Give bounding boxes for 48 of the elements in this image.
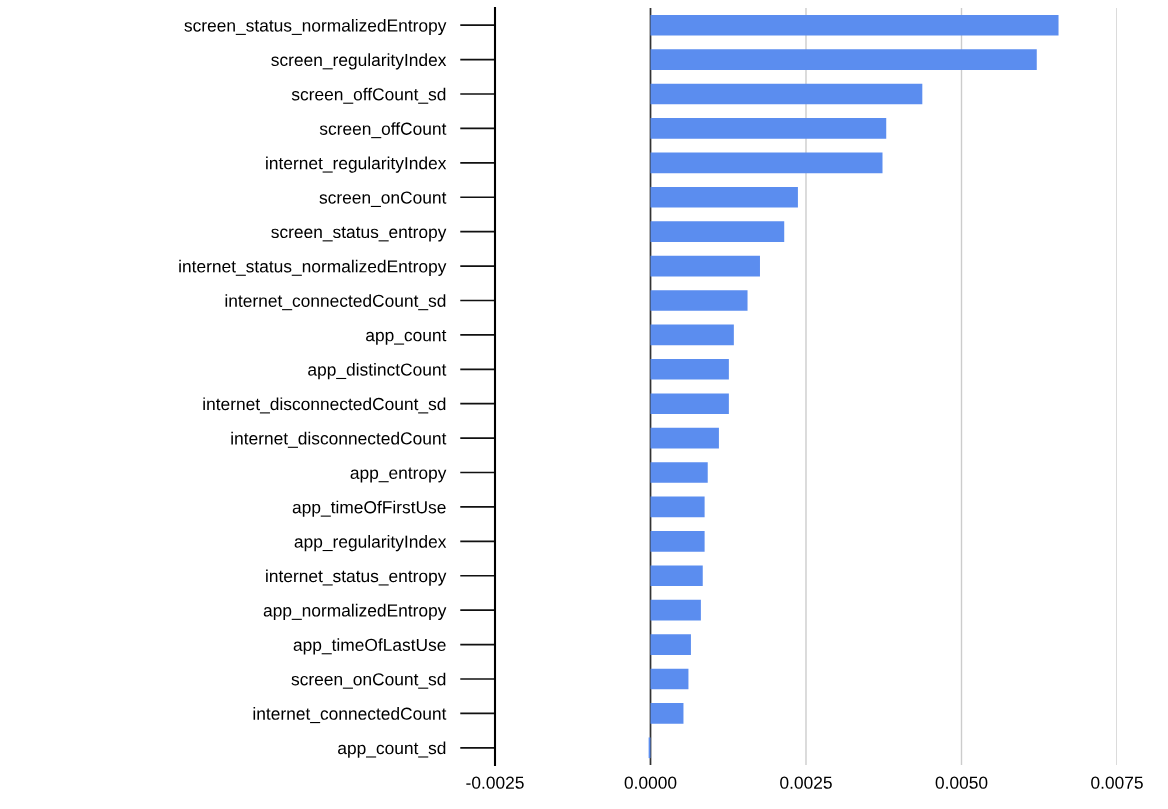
bar bbox=[650, 634, 691, 655]
bar bbox=[650, 668, 689, 690]
y-tick-label: internet_status_normalizedEntropy bbox=[179, 259, 447, 276]
bar bbox=[650, 14, 1059, 36]
bar bbox=[650, 221, 785, 242]
y-tick-label: app_distinctCount bbox=[308, 363, 447, 380]
y-tick-label: internet_regularityIndex bbox=[266, 156, 447, 173]
y-tick-label: screen_regularityIndex bbox=[271, 53, 447, 70]
bar bbox=[650, 427, 719, 449]
bar bbox=[650, 565, 703, 587]
y-tick-label: app_timeOfLastUse bbox=[293, 638, 446, 655]
bar bbox=[650, 599, 701, 621]
y-tick-label: screen_offCount bbox=[319, 122, 447, 139]
y-tick-label: internet_disconnectedCount bbox=[231, 431, 447, 448]
y-tick-label: screen_status_normalizedEntropy bbox=[184, 18, 447, 36]
x-tick-label: 0.0075 bbox=[1091, 776, 1143, 789]
bar bbox=[650, 462, 708, 483]
y-tick-label: app_count bbox=[366, 329, 447, 345]
y-tick-label: app_regularityIndex bbox=[294, 535, 447, 552]
y-tick-label: app_entropy bbox=[350, 467, 447, 483]
x-tick-label: 0.0000 bbox=[624, 776, 677, 789]
y-tick-label: internet_connectedCount_sd bbox=[225, 294, 446, 311]
bar bbox=[650, 152, 883, 174]
bar bbox=[650, 531, 705, 552]
bar bbox=[650, 118, 887, 139]
bar bbox=[650, 358, 729, 380]
y-tick-label: app_timeOfFirstUse bbox=[292, 500, 446, 517]
y-tick-label: screen_status_entropy bbox=[271, 226, 447, 242]
y-tick-label: screen_offCount_sd bbox=[291, 87, 446, 104]
bar bbox=[650, 393, 729, 415]
y-tick-label: app_normalizedEntropy bbox=[263, 603, 447, 621]
y-tick-label: internet_connectedCount bbox=[253, 707, 447, 724]
bar bbox=[650, 49, 1037, 70]
bar bbox=[650, 255, 760, 277]
y-tick-label: internet_status_entropy bbox=[266, 569, 447, 586]
x-tick-label: 0.0050 bbox=[935, 776, 988, 789]
x-tick-label: 0.0025 bbox=[780, 776, 832, 789]
bar bbox=[650, 496, 705, 518]
y-tick-label: screen_onCount_sd bbox=[291, 672, 446, 689]
bar bbox=[650, 703, 684, 724]
y-tick-label: internet_disconnectedCount_sd bbox=[203, 397, 446, 414]
bar bbox=[650, 83, 923, 105]
y-tick-label: app_count_sd bbox=[338, 741, 446, 758]
bar bbox=[650, 324, 734, 346]
bar bbox=[650, 290, 748, 311]
bar bbox=[650, 186, 798, 208]
y-tick-label: screen_onCount bbox=[319, 191, 447, 207]
x-tick-label: -0.0025 bbox=[466, 776, 524, 789]
